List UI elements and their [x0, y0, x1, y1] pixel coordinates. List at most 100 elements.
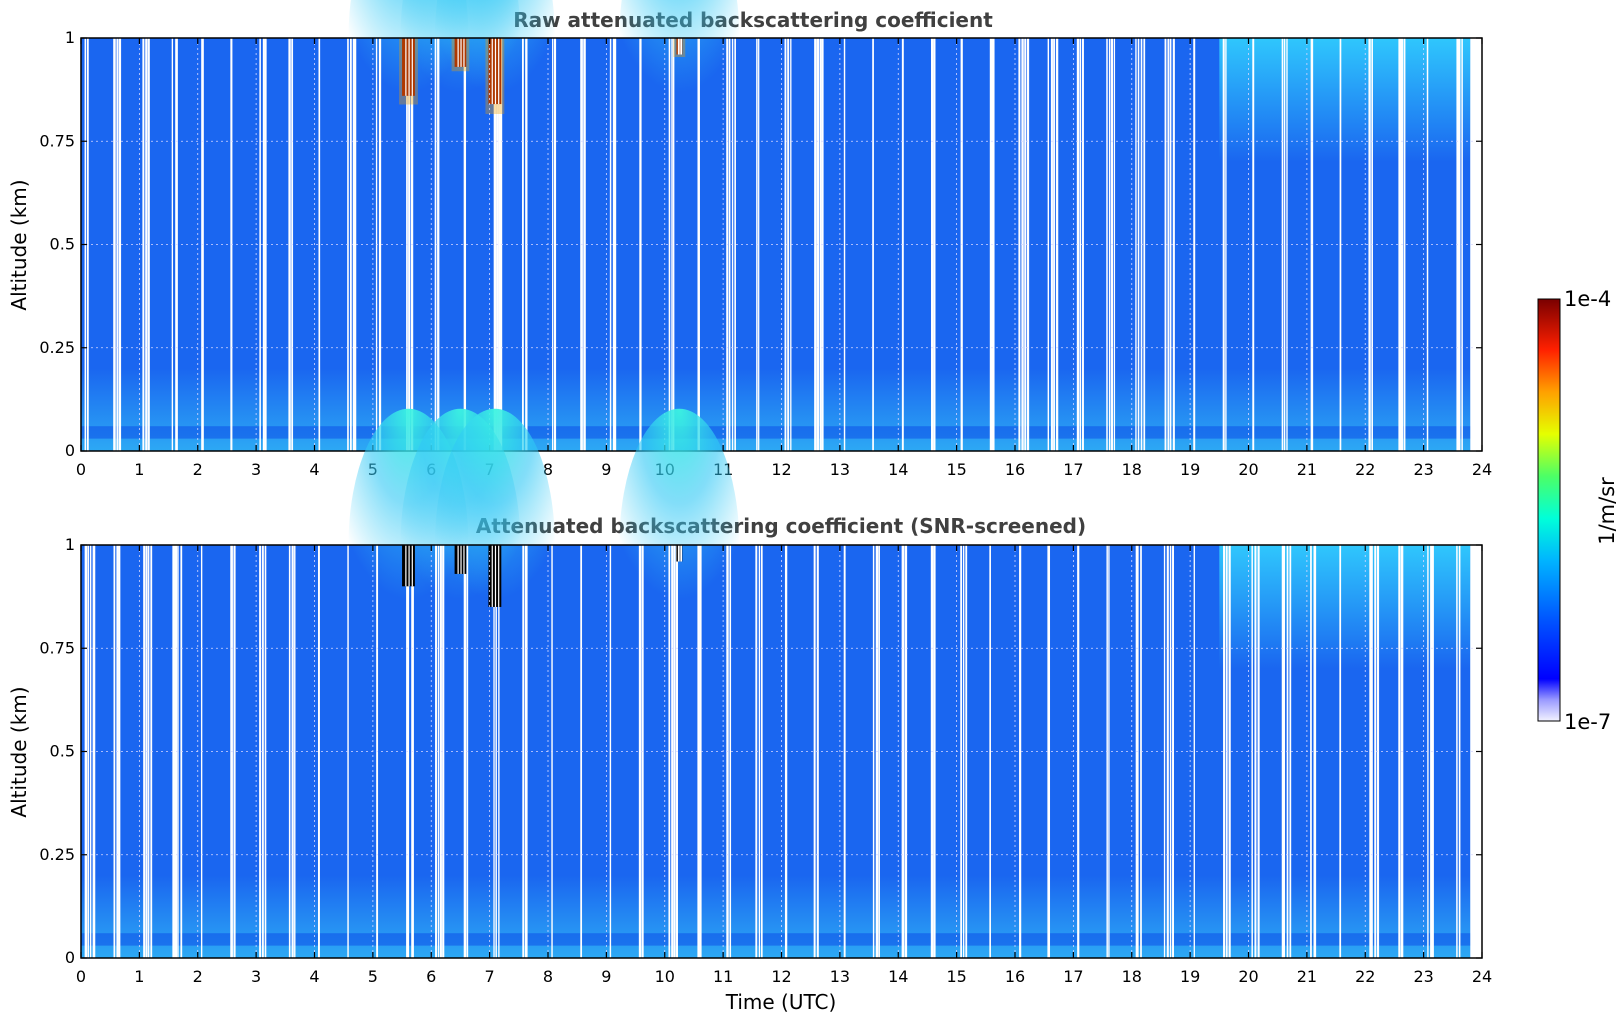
data-gap-stripe	[819, 38, 822, 451]
data-gap-stripe	[1339, 545, 1342, 958]
data-gap-stripe	[813, 545, 816, 958]
x-tick-label: 16	[1005, 460, 1025, 479]
y-tick-label: 0	[65, 441, 75, 460]
y-tick-label: 0.5	[50, 742, 75, 761]
data-gap-stripe	[1310, 545, 1312, 958]
data-gap-stripe	[1077, 545, 1080, 958]
data-gap-stripe	[1108, 38, 1111, 451]
panel-screened: Attenuated backscattering coefficient (S…	[7, 408, 1492, 1014]
panel-screened-ylabel: Altitude (km)	[7, 686, 31, 817]
data-gap-stripe	[405, 38, 407, 96]
data-gap-stripe	[463, 545, 467, 958]
data-gap-stripe	[697, 38, 700, 451]
panel-screened-x-axis: 0 1 2 3 4 5 6 7 8 9 10 11 12 13 14 15 16 17 18 19 20 21 22 23 24	[76, 545, 1492, 986]
data-gap-stripe	[758, 545, 761, 958]
data-gap-stripe	[1283, 545, 1286, 958]
y-tick-label: 0.75	[39, 131, 75, 150]
x-tick-label: 9	[601, 967, 611, 986]
data-gap-stripe	[904, 545, 908, 958]
data-gap-stripe	[1283, 38, 1286, 451]
x-tick-label: 21	[1297, 460, 1317, 479]
data-gap-stripe	[437, 38, 440, 451]
data-gap-stripe	[1223, 545, 1226, 958]
data-gap-stripe	[498, 545, 500, 607]
data-gap-stripe	[147, 38, 150, 451]
data-gap-stripe	[1108, 545, 1110, 958]
data-gap-stripe	[460, 38, 462, 67]
data-gap-stripe	[1047, 38, 1050, 451]
data-gap-stripe	[1053, 38, 1055, 451]
x-tick-label: 20	[1238, 460, 1258, 479]
data-gap-stripe	[118, 38, 122, 451]
data-gap-stripe	[259, 545, 262, 958]
data-gap-stripe	[679, 38, 681, 55]
x-tick-label: 22	[1355, 967, 1375, 986]
x-tick-label: 24	[1472, 967, 1492, 986]
data-gap-stripe	[614, 38, 617, 451]
x-tick-label: 10	[655, 967, 675, 986]
panel-raw-title: Raw attenuated backscattering coefficien…	[513, 8, 993, 32]
data-gap-stripe	[1252, 38, 1255, 451]
cloud-feature	[488, 545, 502, 607]
x-tick-label: 19	[1180, 460, 1200, 479]
data-gap-stripe	[354, 38, 357, 451]
data-gap-stripe	[147, 545, 150, 958]
data-gap-stripe	[1113, 38, 1116, 451]
data-gap-stripe	[463, 38, 467, 451]
x-tick-label: 14	[888, 460, 908, 479]
data-gap-stripe	[1076, 38, 1080, 451]
data-gap-stripe	[407, 545, 410, 958]
data-gap-stripe	[317, 545, 320, 958]
colorbar-unit-label: 1/m/sr	[1595, 477, 1619, 545]
x-tick-label: 18	[1122, 460, 1142, 479]
data-gap-stripe	[878, 545, 880, 958]
data-gap-stripe	[1374, 545, 1377, 958]
data-gap-stripe	[843, 38, 846, 451]
colorbar-max-label: 1e-4	[1564, 287, 1611, 311]
data-gap-stripe	[1019, 545, 1022, 958]
data-gap-stripe	[498, 38, 500, 105]
x-tick-label: 21	[1297, 967, 1317, 986]
x-tick-label: 24	[1472, 460, 1492, 479]
data-gap-stripe	[680, 38, 683, 55]
data-gap-stripe	[1458, 545, 1461, 958]
data-gap-stripe	[1369, 545, 1372, 958]
data-gap-stripe	[349, 38, 352, 451]
data-gap-stripe	[118, 545, 121, 958]
data-gap-stripe	[1024, 38, 1027, 451]
data-gap-stripe	[491, 38, 493, 105]
x-tick-label: 2	[193, 460, 203, 479]
data-gap-stripe	[1289, 545, 1292, 958]
data-gap-stripe	[699, 545, 702, 958]
data-gap-stripe	[408, 38, 411, 451]
x-tick-label: 5	[368, 967, 378, 986]
data-gap-stripe	[989, 38, 993, 451]
data-gap-stripe	[172, 545, 175, 958]
y-tick-label: 0.25	[39, 338, 75, 357]
data-gap-stripe	[264, 545, 267, 958]
data-gap-stripe	[677, 545, 680, 562]
y-tick-label: 1	[65, 535, 75, 554]
x-tick-label: 12	[771, 460, 791, 479]
heatmap-top-haze	[1219, 38, 1471, 162]
x-tick-label: 17	[1063, 967, 1083, 986]
data-gap-stripe	[583, 38, 586, 451]
data-gap-stripe	[729, 545, 732, 958]
data-gap-stripe	[962, 545, 965, 958]
data-gap-stripe	[113, 545, 116, 958]
data-gap-stripe	[288, 545, 291, 958]
y-tick-label: 0.75	[39, 638, 75, 657]
data-gap-stripe	[378, 38, 382, 451]
data-gap-stripe	[262, 38, 265, 451]
x-axis-label: Time (UTC)	[725, 990, 837, 1014]
data-gap-stripe	[612, 38, 616, 451]
x-tick-label: 3	[251, 967, 261, 986]
data-gap-stripe	[1368, 38, 1371, 451]
data-gap-stripe	[1135, 38, 1137, 451]
data-gap-stripe	[143, 545, 146, 958]
data-gap-stripe	[411, 38, 413, 96]
data-gap-stripe	[680, 545, 683, 562]
data-gap-stripe	[457, 38, 459, 67]
data-gap-stripe	[672, 38, 675, 451]
data-gap-stripe	[259, 38, 261, 451]
